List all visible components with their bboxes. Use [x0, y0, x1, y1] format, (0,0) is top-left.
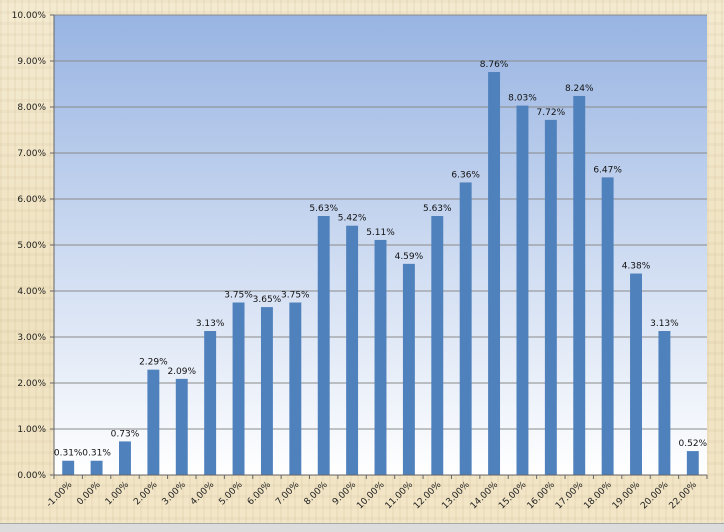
data-label: 3.75% — [281, 291, 310, 301]
data-label: 8.03% — [508, 94, 537, 104]
x-tick-label: 3.00% — [161, 480, 189, 508]
x-tick-label: 13.00% — [440, 480, 472, 512]
bar — [204, 331, 217, 475]
x-tick-label: 22.00% — [668, 480, 700, 512]
x-tick-label: 14.00% — [469, 480, 501, 512]
y-tick-label: 5.00% — [17, 241, 46, 251]
data-label: 0.52% — [679, 439, 708, 449]
x-tick-label: 16.00% — [526, 480, 558, 512]
x-tick-label: 0.00% — [75, 480, 103, 508]
x-tick-label: 19.00% — [611, 480, 643, 512]
bar — [374, 239, 387, 475]
bar — [488, 72, 501, 475]
x-tick-label: 8.00% — [303, 480, 331, 508]
y-tick-label: 1.00% — [17, 425, 46, 435]
x-tick-label: 1.00% — [104, 480, 132, 508]
bar — [630, 273, 642, 475]
y-tick-label: 4.00% — [17, 287, 46, 297]
bar — [658, 331, 671, 475]
bar — [175, 378, 188, 475]
data-label: 5.63% — [423, 204, 452, 214]
data-label: 5.42% — [338, 214, 367, 224]
bar — [260, 307, 273, 475]
bar — [459, 182, 472, 475]
data-label: 2.09% — [167, 367, 196, 377]
y-tick-label: 2.00% — [17, 379, 46, 389]
bar — [601, 177, 614, 475]
data-label: 0.31% — [82, 449, 111, 459]
y-tick-label: 0.00% — [17, 471, 46, 481]
x-tick-label: 18.00% — [582, 480, 614, 512]
y-axis: 0.00% 1.00% 2.00% 3.00% 4.00% 5.00% 6.00% 7.00%… — [12, 11, 55, 481]
data-label: 3.75% — [224, 291, 253, 301]
sheet-tab-strip — [0, 523, 724, 532]
data-label: 0.31% — [54, 449, 83, 459]
bars — [62, 72, 699, 476]
data-label: 5.63% — [309, 204, 338, 214]
bar — [431, 216, 444, 475]
x-tick-label: 12.00% — [412, 480, 444, 512]
bar — [62, 460, 75, 475]
y-tick-label: 3.00% — [17, 333, 46, 343]
bar — [317, 216, 330, 475]
bar — [289, 302, 302, 475]
x-tick-label: 15.00% — [497, 480, 529, 512]
bar — [544, 119, 557, 475]
x-tick-label: 5.00% — [217, 480, 245, 508]
bar — [90, 460, 103, 475]
data-label: 6.36% — [451, 170, 480, 180]
bar — [232, 302, 245, 475]
x-tick-label: -1.00% — [45, 480, 75, 510]
bar — [516, 105, 529, 476]
y-tick-label: 9.00% — [17, 57, 46, 67]
bar — [686, 451, 699, 475]
data-label: 4.38% — [622, 262, 651, 272]
y-tick-label: 6.00% — [17, 195, 46, 205]
x-tick-label: 17.00% — [554, 480, 586, 512]
data-label: 8.76% — [480, 60, 509, 70]
x-axis: -1.00% 0.00% 1.00% 2.00% 3.00% 4.00% 5.00% 6.00… — [45, 474, 708, 512]
y-tick-label: 10.00% — [12, 11, 47, 21]
x-tick-label: 2.00% — [132, 480, 160, 508]
x-tick-label: 11.00% — [384, 480, 416, 512]
data-label: 3.13% — [650, 319, 679, 329]
data-label: 4.59% — [395, 252, 424, 262]
data-label: 7.72% — [537, 108, 566, 118]
data-label: 6.47% — [593, 165, 622, 175]
data-label: 2.29% — [139, 358, 168, 368]
data-label: 0.73% — [111, 429, 140, 439]
y-tick-label: 7.00% — [17, 149, 46, 159]
bar — [346, 225, 359, 475]
data-labels: 0.31% 0.31%0.73%2.29%2.09%3.13%3.75% 3.65%… — [54, 60, 708, 459]
x-tick-label: 10.00% — [355, 480, 387, 512]
x-tick-label: 9.00% — [331, 480, 359, 508]
x-tick-label: 6.00% — [246, 480, 274, 508]
data-label: 8.24% — [565, 84, 594, 94]
data-label: 5.11% — [366, 228, 395, 238]
y-tick-label: 8.00% — [17, 103, 46, 113]
x-tick-label: 7.00% — [274, 480, 302, 508]
x-tick-label: 20.00% — [639, 480, 671, 512]
bar — [147, 369, 160, 475]
bar — [402, 263, 415, 475]
x-tick-label: 4.00% — [189, 480, 217, 508]
data-label: 3.65% — [253, 295, 282, 305]
bar — [573, 95, 586, 476]
data-label: 3.13% — [196, 319, 225, 329]
bar — [119, 441, 131, 475]
